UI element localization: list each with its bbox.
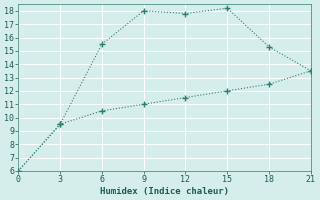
X-axis label: Humidex (Indice chaleur): Humidex (Indice chaleur): [100, 187, 229, 196]
